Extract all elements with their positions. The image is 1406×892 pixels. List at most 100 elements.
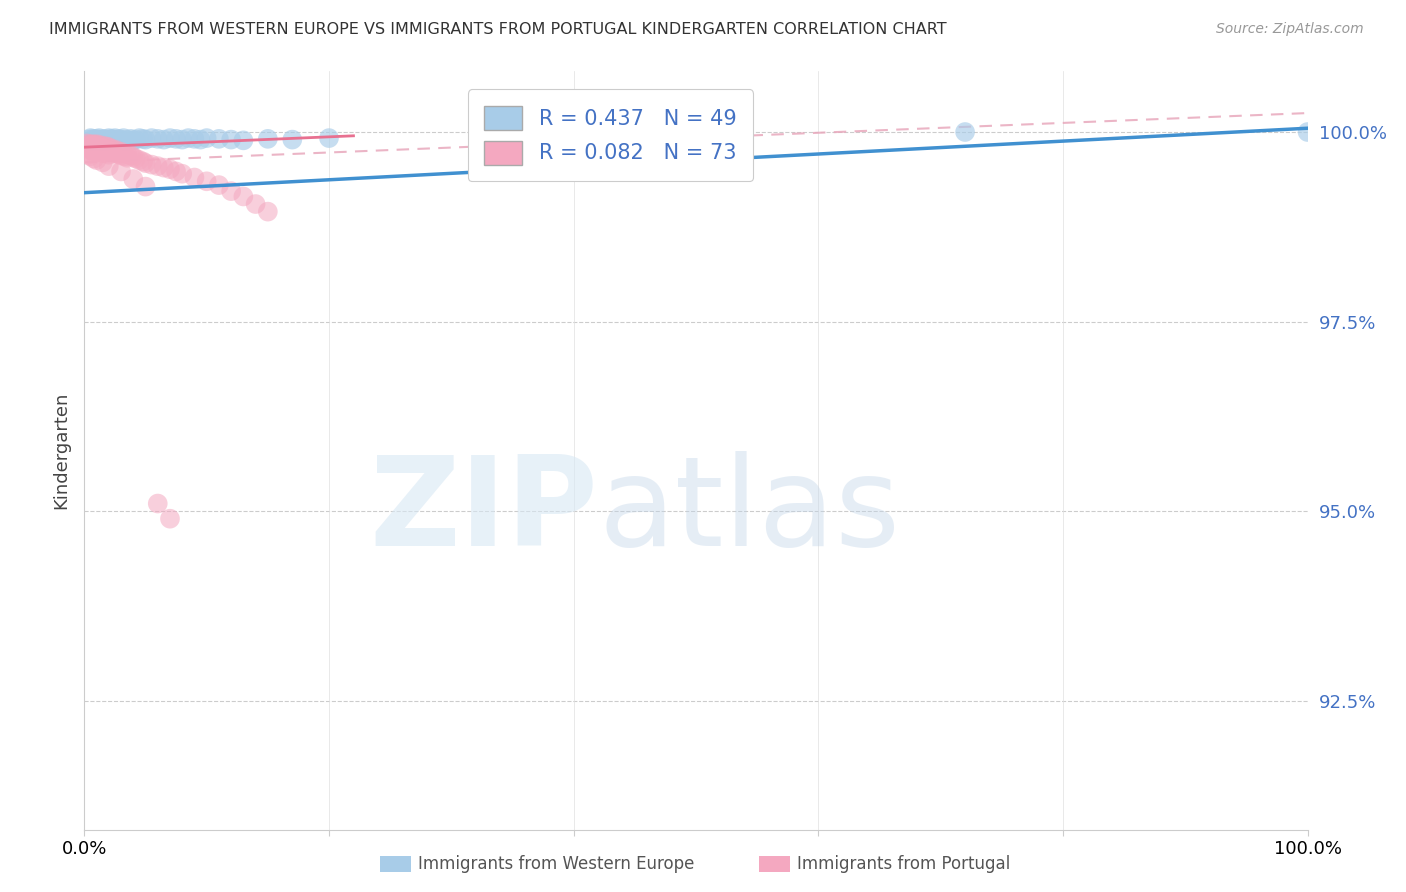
Point <box>110 145 132 159</box>
Point <box>94 134 117 148</box>
Point <box>146 159 169 173</box>
Point <box>219 184 242 198</box>
Point <box>82 140 104 154</box>
Point <box>128 153 150 167</box>
Point <box>122 150 145 164</box>
Point <box>80 143 103 157</box>
Point <box>104 146 127 161</box>
Point <box>97 131 120 145</box>
Point <box>318 131 340 145</box>
Point <box>105 133 128 147</box>
Point <box>165 132 187 146</box>
Point <box>83 137 105 152</box>
Point <box>135 179 157 194</box>
Point <box>105 144 128 158</box>
Point <box>183 170 205 185</box>
Point <box>91 146 114 161</box>
Point <box>96 143 118 157</box>
Point <box>96 139 118 153</box>
Point <box>208 178 231 193</box>
Point <box>104 131 127 145</box>
Point <box>190 133 212 147</box>
Point <box>77 137 100 152</box>
Point <box>97 140 120 154</box>
Point <box>86 132 108 146</box>
Point <box>115 151 138 165</box>
Point <box>114 149 136 163</box>
Point <box>115 133 138 147</box>
Point <box>195 174 218 188</box>
Point <box>122 172 145 186</box>
Point <box>159 131 181 145</box>
Point <box>219 133 242 147</box>
Point <box>82 132 104 146</box>
Point <box>87 131 110 145</box>
Point <box>141 131 163 145</box>
Point <box>245 197 267 211</box>
Point <box>146 497 169 511</box>
Point <box>83 152 105 166</box>
Point <box>97 148 120 162</box>
Point <box>135 133 157 147</box>
Point <box>93 141 115 155</box>
Point <box>89 140 111 154</box>
Point <box>1296 125 1319 139</box>
Point <box>87 142 110 156</box>
Legend: R = 0.437   N = 49, R = 0.082   N = 73: R = 0.437 N = 49, R = 0.082 N = 73 <box>468 89 754 181</box>
Point <box>87 134 110 148</box>
Point <box>953 125 976 139</box>
Point <box>110 133 132 147</box>
Point <box>93 132 115 146</box>
Point <box>104 143 127 157</box>
Point <box>80 138 103 153</box>
Point <box>83 142 105 156</box>
Point <box>165 164 187 178</box>
Point <box>100 142 122 156</box>
Point <box>128 131 150 145</box>
Point <box>79 142 101 156</box>
Point <box>97 144 120 158</box>
Point <box>115 134 138 148</box>
Point <box>141 158 163 172</box>
Point <box>79 131 101 145</box>
Point <box>91 155 114 169</box>
Point <box>82 144 104 158</box>
Text: Immigrants from Portugal: Immigrants from Portugal <box>797 855 1011 873</box>
Point <box>87 139 110 153</box>
Point <box>83 133 105 147</box>
Point <box>96 133 118 147</box>
Point <box>172 133 194 147</box>
Point <box>120 148 142 162</box>
Point <box>84 133 107 147</box>
Point <box>112 131 135 145</box>
Point <box>86 153 108 167</box>
Point <box>103 133 125 147</box>
Point <box>120 132 142 146</box>
Text: Source: ZipAtlas.com: Source: ZipAtlas.com <box>1216 22 1364 37</box>
Point <box>125 152 148 166</box>
Point <box>86 145 108 159</box>
Point <box>112 146 135 161</box>
Point <box>257 132 280 146</box>
Point <box>84 138 107 153</box>
Point <box>195 131 218 145</box>
Point <box>107 147 129 161</box>
Text: Immigrants from Western Europe: Immigrants from Western Europe <box>418 855 695 873</box>
Point <box>177 131 200 145</box>
Point <box>77 141 100 155</box>
Point <box>77 148 100 162</box>
Text: ZIP: ZIP <box>370 450 598 572</box>
Point <box>159 512 181 526</box>
Point <box>79 149 101 163</box>
Point <box>125 133 148 147</box>
Point <box>89 133 111 147</box>
Point <box>208 132 231 146</box>
Point <box>281 133 304 147</box>
Point <box>110 148 132 162</box>
Point <box>132 132 155 146</box>
Point <box>82 137 104 152</box>
Point <box>91 143 114 157</box>
Point <box>86 137 108 152</box>
Point <box>146 132 169 146</box>
Point <box>80 134 103 148</box>
